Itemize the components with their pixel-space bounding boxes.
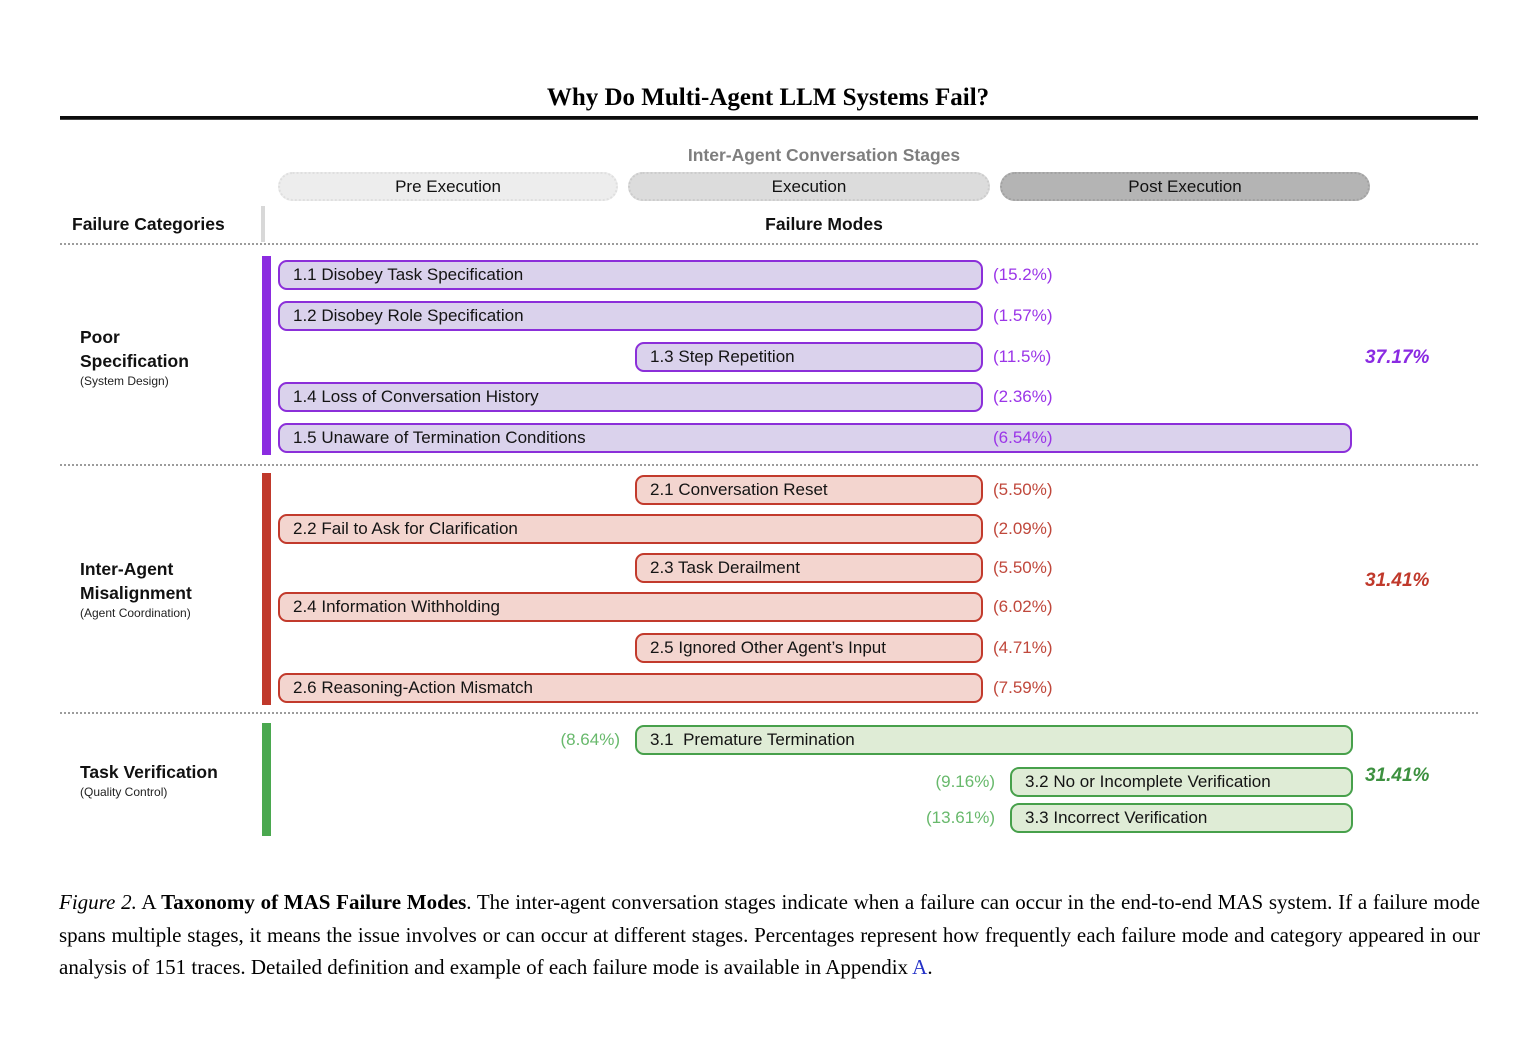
failure-mode-bar: 1.2 Disobey Role Specification xyxy=(278,301,983,331)
category-subtitle: (Quality Control) xyxy=(80,785,168,799)
failure-mode-label: 1.5 Unaware of Termination Conditions xyxy=(293,428,586,447)
dotted-separator xyxy=(60,712,1478,714)
category-color-bar xyxy=(262,473,271,705)
stage-pill-execution: Execution xyxy=(628,172,990,201)
failure-mode-percent: (5.50%) xyxy=(993,480,1053,499)
failure-mode-percent: (9.16%) xyxy=(935,772,995,791)
category-name: Task Verification xyxy=(80,762,218,782)
appendix-link[interactable]: A xyxy=(912,955,928,979)
failure-modes-header: Failure Modes xyxy=(765,214,883,234)
caption-prefix: A xyxy=(136,890,162,914)
dotted-separator xyxy=(60,464,1478,466)
failure-mode-bar: 2.1 Conversation Reset xyxy=(635,475,983,505)
failure-mode-bar: 1.5 Unaware of Termination Conditions xyxy=(278,423,1352,453)
failure-mode-bar: 2.3 Task Derailment xyxy=(635,553,983,583)
category-total-percent: 31.41% xyxy=(1365,570,1430,591)
failure-categories-header: Failure Categories xyxy=(72,214,225,234)
category-color-bar xyxy=(262,723,271,836)
failure-mode-percent: (5.50%) xyxy=(993,558,1053,577)
failure-mode-bar: 1.4 Loss of Conversation History xyxy=(278,382,983,412)
failure-mode-bar: 3.1 Premature Termination xyxy=(635,725,1353,755)
failure-mode-label: 2.1 Conversation Reset xyxy=(650,480,828,499)
failure-mode-percent: (15.2%) xyxy=(993,265,1053,284)
failure-mode-label: 2.6 Reasoning-Action Mismatch xyxy=(293,678,534,697)
failure-mode-bar: 2.2 Fail to Ask for Clarification xyxy=(278,514,983,544)
failure-mode-label: 2.3 Task Derailment xyxy=(650,558,800,577)
failure-mode-label: 2.5 Ignored Other Agent’s Input xyxy=(650,638,886,657)
failure-mode-percent: (13.61%) xyxy=(926,808,995,827)
failure-mode-bar: 3.2 No or Incomplete Verification xyxy=(1010,767,1353,797)
caption-suffix: . xyxy=(927,955,933,979)
dotted-separator xyxy=(60,243,1478,245)
failure-mode-bar: 3.3 Incorrect Verification xyxy=(1010,803,1353,833)
paper-title: Why Do Multi-Agent LLM Systems Fail? xyxy=(546,84,990,111)
header-divider xyxy=(261,206,265,242)
title-rule xyxy=(60,116,1478,120)
failure-mode-percent: (2.36%) xyxy=(993,387,1053,406)
failure-mode-bar: 1.3 Step Repetition xyxy=(635,342,983,372)
failure-mode-percent: (2.09%) xyxy=(993,519,1053,538)
failure-mode-percent: (1.57%) xyxy=(993,306,1053,325)
failure-mode-percent: (8.64%) xyxy=(560,730,620,749)
category-name: Inter-Agent Misalignment xyxy=(80,559,192,603)
failure-mode-label: 2.4 Information Withholding xyxy=(293,597,500,616)
category-name: Poor Specification xyxy=(80,327,189,371)
failure-mode-percent: (11.5%) xyxy=(993,347,1052,366)
category-total-percent: 37.17% xyxy=(1365,347,1430,368)
failure-mode-label: 3.3 Incorrect Verification xyxy=(1025,808,1208,827)
caption-body: . The inter-agent conversation stages in… xyxy=(59,890,1481,979)
stage-pill-pre-execution: Pre Execution xyxy=(278,172,618,201)
failure-mode-percent: (6.02%) xyxy=(993,597,1053,616)
failure-mode-bar: 2.6 Reasoning-Action Mismatch xyxy=(278,673,983,703)
failure-mode-percent: (4.71%) xyxy=(993,638,1053,657)
category-color-bar xyxy=(262,256,271,455)
failure-mode-label: 3.1 Premature Termination xyxy=(650,730,855,749)
failure-mode-bar: 2.5 Ignored Other Agent’s Input xyxy=(635,633,983,663)
figure-caption: Figure 2. A Taxonomy of MAS Failure Mode… xyxy=(59,886,1480,984)
category-subtitle: (Agent Coordination) xyxy=(80,606,191,620)
failure-mode-label: 3.2 No or Incomplete Verification xyxy=(1025,772,1271,791)
failure-mode-label: 1.1 Disobey Task Specification xyxy=(293,265,524,284)
failure-mode-bar: 2.4 Information Withholding xyxy=(278,592,983,622)
caption-bold-title: Taxonomy of MAS Failure Modes xyxy=(161,890,467,914)
failure-mode-bar: 1.1 Disobey Task Specification xyxy=(278,260,983,290)
category-subtitle: (System Design) xyxy=(80,374,169,388)
stages-header: Inter-Agent Conversation Stages xyxy=(687,145,961,165)
failure-mode-label: 1.2 Disobey Role Specification xyxy=(293,306,524,325)
figure-label: Figure 2. xyxy=(59,890,137,914)
failure-mode-label: 1.4 Loss of Conversation History xyxy=(293,387,539,406)
failure-mode-percent: (7.59%) xyxy=(993,678,1053,697)
failure-mode-label: 1.3 Step Repetition xyxy=(650,347,795,366)
category-total-percent: 31.41% xyxy=(1365,765,1430,786)
failure-mode-label: 2.2 Fail to Ask for Clarification xyxy=(293,519,518,538)
stage-pill-post-execution: Post Execution xyxy=(1000,172,1370,201)
failure-mode-percent: (6.54%) xyxy=(993,428,1053,447)
